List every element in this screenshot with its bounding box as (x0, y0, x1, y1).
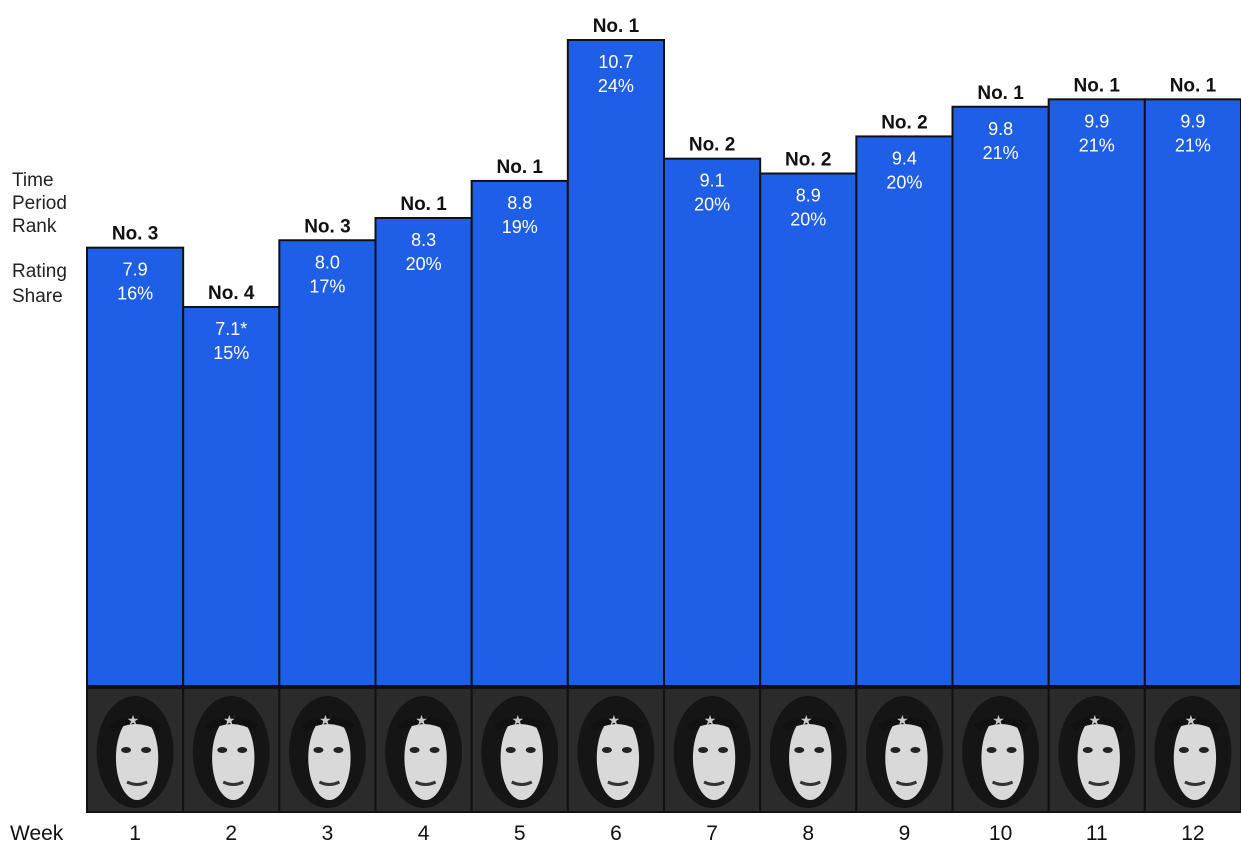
portrait-image: ★ (470, 687, 569, 813)
rating-value: 9.4 (892, 148, 917, 168)
rank-label: No. 4 (208, 283, 255, 304)
bar-week-11 (1047, 98, 1146, 688)
svg-text:★: ★ (896, 713, 909, 729)
bar-week-2 (182, 306, 281, 687)
week-tick-label: 11 (1086, 822, 1108, 844)
rank-heading-line-2: Period (12, 193, 67, 214)
rating-value: 8.0 (315, 252, 340, 272)
rating-value: 10.7 (598, 52, 633, 72)
rating-value: 8.9 (796, 186, 821, 206)
bar-labels: No. 3 7.9 16% 1 No. 4 7.1* 15% 2 No. 3 8.0 17% 3 No.… (112, 16, 1217, 844)
share-value: 20% (886, 172, 922, 192)
rank-heading-line-1: Time (12, 170, 54, 191)
week-tick-label: 1 (129, 822, 141, 844)
rating-value: 9.9 (1180, 111, 1205, 131)
portrait-image: ★ (566, 687, 665, 813)
portrait-image: ★ (1047, 687, 1146, 813)
rating-value: 7.1* (215, 319, 247, 339)
rank-label: No. 1 (400, 194, 447, 215)
rank-label: No. 1 (593, 16, 640, 37)
svg-text:★: ★ (319, 713, 332, 729)
rating-value: 7.9 (123, 260, 148, 280)
svg-text:★: ★ (127, 713, 140, 729)
bar-week-9 (855, 135, 954, 687)
bar-week-10 (951, 105, 1050, 687)
svg-text:★: ★ (608, 713, 621, 729)
bar-week-6 (566, 39, 665, 687)
svg-text:★: ★ (223, 713, 236, 729)
week-tick-label: 7 (706, 822, 718, 844)
portrait-image: ★ (759, 687, 858, 813)
rank-label: No. 2 (785, 150, 831, 171)
share-value: 20% (694, 195, 730, 215)
share-value: 15% (213, 343, 249, 363)
week-label: Week (10, 822, 64, 844)
rating-value: 8.8 (507, 193, 532, 213)
rank-label: No. 1 (1074, 75, 1121, 96)
week-tick-label: 5 (514, 822, 526, 844)
portrait-image: ★ (86, 687, 185, 813)
rating-value: 9.9 (1084, 111, 1109, 131)
rank-label: No. 3 (112, 224, 158, 245)
bar-group (86, 39, 1241, 688)
rank-label: No. 1 (977, 83, 1024, 104)
rank-label: No. 2 (689, 135, 735, 156)
rating-value: 8.3 (411, 230, 436, 250)
rating-value: 9.8 (988, 119, 1013, 139)
week-tick-label: 10 (989, 822, 1012, 844)
svg-text:★: ★ (992, 713, 1005, 729)
rating-label: Rating (12, 261, 67, 282)
portrait-image: ★ (278, 687, 377, 813)
bar-week-12 (1143, 98, 1241, 688)
rank-label: No. 3 (304, 216, 350, 237)
week-tick-label: 6 (610, 822, 622, 844)
portrait-image: ★ (1143, 687, 1241, 813)
row-labels: Time Period Rank Rating Share Week (10, 170, 67, 844)
photo-strip: ★ ★ ★ ★ ★ ★ ★ ★ ★ ★ ★ ★ (86, 687, 1241, 813)
share-value: 21% (1079, 135, 1115, 155)
portrait-image: ★ (951, 687, 1050, 813)
svg-text:★: ★ (1088, 713, 1101, 729)
bar-week-5 (470, 179, 569, 688)
bar-week-1 (86, 246, 185, 688)
svg-text:★: ★ (800, 713, 813, 729)
bar-week-8 (759, 172, 858, 687)
rank-label: No. 1 (1170, 75, 1217, 96)
portrait-image: ★ (855, 687, 954, 813)
share-value: 24% (598, 76, 634, 96)
rank-label: No. 2 (881, 112, 927, 133)
share-label: Share (12, 286, 63, 307)
svg-text:★: ★ (511, 713, 524, 729)
portrait-image: ★ (663, 687, 762, 813)
portrait-image: ★ (182, 687, 281, 813)
week-tick-label: 12 (1181, 822, 1204, 844)
svg-text:★: ★ (415, 713, 428, 729)
share-value: 19% (502, 217, 538, 237)
share-value: 21% (983, 143, 1019, 163)
svg-text:★: ★ (1185, 713, 1198, 729)
svg-text:★: ★ (704, 713, 717, 729)
week-tick-label: 8 (802, 822, 814, 844)
week-tick-label: 3 (322, 822, 334, 844)
share-value: 17% (309, 276, 345, 296)
week-tick-label: 4 (418, 822, 430, 844)
bar-week-7 (663, 157, 762, 687)
bar-week-4 (374, 217, 473, 687)
rank-label: No. 1 (497, 157, 544, 178)
week-tick-label: 2 (225, 822, 237, 844)
portrait-image: ★ (374, 687, 473, 813)
rating-value: 9.1 (700, 171, 725, 191)
bar-week-3 (278, 239, 377, 687)
week-tick-label: 9 (899, 822, 911, 844)
share-value: 21% (1175, 135, 1211, 155)
share-value: 16% (117, 284, 153, 304)
rank-heading-line-3: Rank (12, 216, 57, 237)
share-value: 20% (406, 254, 442, 274)
share-value: 20% (790, 210, 826, 230)
